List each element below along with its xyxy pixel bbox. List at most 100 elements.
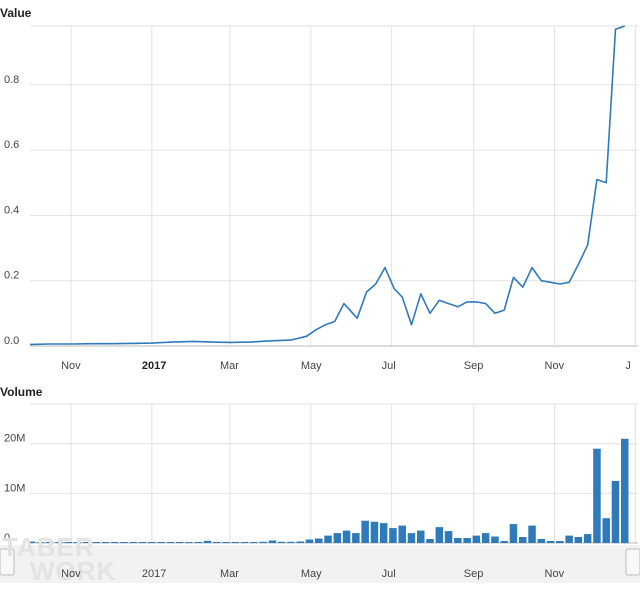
value-x-axis: Nov 2017 Mar May Jul Sep Nov J <box>61 360 631 372</box>
volume-bar <box>333 533 342 543</box>
volume-bar <box>166 542 175 543</box>
value-y-axis: 0.0 0.2 0.4 0.6 0.8 <box>4 74 19 347</box>
volume-bar <box>175 542 184 543</box>
volume-y-axis: 0 10M 20M <box>4 433 25 544</box>
volume-bar <box>537 539 546 543</box>
volume-bar <box>491 536 499 543</box>
volume-bar <box>203 540 212 543</box>
value-y-tick-label: 0.6 <box>4 139 19 151</box>
volume-bar <box>259 541 267 543</box>
volume-bar <box>407 533 416 543</box>
volume-y-tick-label: 20M <box>4 433 25 445</box>
volume-bar <box>148 542 156 543</box>
volume-x-axis: Nov 2017 Mar May Jul Sep Nov <box>61 568 565 580</box>
volume-bar <box>379 523 388 543</box>
value-gridlines <box>30 25 638 347</box>
volume-bar <box>36 542 45 543</box>
value-y-tick-label: 0.4 <box>4 204 19 216</box>
volume-bars <box>27 438 629 544</box>
volume-bar <box>129 542 138 543</box>
volume-bar <box>120 542 128 543</box>
volume-bar <box>370 521 379 543</box>
volume-bar <box>472 535 481 543</box>
value-x-tick-label: May <box>301 360 322 372</box>
value-x-tick-label: J <box>625 360 631 372</box>
value-x-tick-label: 2017 <box>142 360 166 372</box>
volume-bar <box>185 542 193 543</box>
volume-bar <box>546 541 555 543</box>
volume-x-tick-label: Sep <box>464 568 484 580</box>
value-panel-title: Value <box>0 6 32 20</box>
volume-y-tick-label: 10M <box>4 482 25 494</box>
volume-bar <box>352 533 360 543</box>
value-x-tick-label: Nov <box>61 360 81 372</box>
volume-x-tick-label: Nov <box>545 568 565 580</box>
volume-bar <box>55 542 63 543</box>
volume-bar <box>528 525 536 543</box>
volume-bar <box>519 537 527 543</box>
volume-bar <box>268 540 277 543</box>
volume-bar <box>64 542 73 543</box>
volume-bar <box>213 542 221 543</box>
value-y-tick-label: 0.0 <box>4 335 19 347</box>
navigator-left-handle[interactable] <box>0 548 15 576</box>
volume-bar <box>73 542 82 543</box>
volume-bar <box>361 520 369 543</box>
volume-bar <box>305 539 314 543</box>
volume-bar <box>435 527 444 543</box>
volume-y-tick-label: 0 <box>4 532 10 544</box>
volume-bar <box>463 538 471 543</box>
volume-bar <box>83 542 91 543</box>
value-x-tick-label: Jul <box>382 360 396 372</box>
watermark-line2: WORK <box>30 556 116 586</box>
volume-panel-title: Volume <box>0 385 43 399</box>
volume-x-tick-label: May <box>301 568 322 580</box>
volume-bar <box>250 542 258 543</box>
volume-bar <box>324 535 332 543</box>
volume-bar <box>602 518 610 543</box>
volume-x-tick-label: Nov <box>61 568 81 580</box>
volume-bar <box>574 537 583 543</box>
volume-bar <box>500 541 508 543</box>
volume-bar <box>398 525 406 543</box>
volume-bar <box>231 542 240 543</box>
volume-bar <box>481 533 490 543</box>
volume-bar <box>444 531 453 543</box>
volume-bar <box>556 541 564 543</box>
volume-bar <box>454 538 462 543</box>
volume-bar <box>92 542 100 543</box>
volume-x-tick-label: Jul <box>382 568 396 580</box>
volume-bar <box>342 530 351 543</box>
volume-bar <box>277 541 286 543</box>
volume-bar <box>389 528 397 543</box>
volume-bar <box>101 542 110 543</box>
volume-gridlines <box>30 403 638 544</box>
value-y-tick-label: 0.2 <box>4 270 19 282</box>
volume-x-tick-label: 2017 <box>142 568 166 580</box>
volume-bar <box>426 539 434 543</box>
watermark-line1: TABER <box>2 532 95 562</box>
volume-bar <box>157 542 165 543</box>
value-series-line <box>29 25 626 346</box>
volume-bar <box>138 542 147 543</box>
volume-bar <box>583 534 592 543</box>
volume-bar <box>296 541 304 543</box>
volume-bar <box>509 524 518 543</box>
volume-bar <box>315 538 323 543</box>
volume-bar <box>611 480 620 543</box>
volume-bar <box>222 542 230 543</box>
volume-bar <box>565 535 573 543</box>
value-x-tick-label: Nov <box>545 360 565 372</box>
volume-bar <box>593 448 601 543</box>
volume-bar <box>111 542 119 543</box>
volume-bar <box>287 541 295 543</box>
volume-bar <box>417 530 425 543</box>
navigator-right-handle[interactable] <box>625 548 640 576</box>
volume-bar <box>621 438 629 544</box>
volume-bar <box>46 542 54 543</box>
value-x-tick-label: Mar <box>220 360 239 372</box>
volume-bar <box>27 541 36 543</box>
navigator-band[interactable] <box>0 545 640 583</box>
volume-x-tick-label: Mar <box>220 568 239 580</box>
